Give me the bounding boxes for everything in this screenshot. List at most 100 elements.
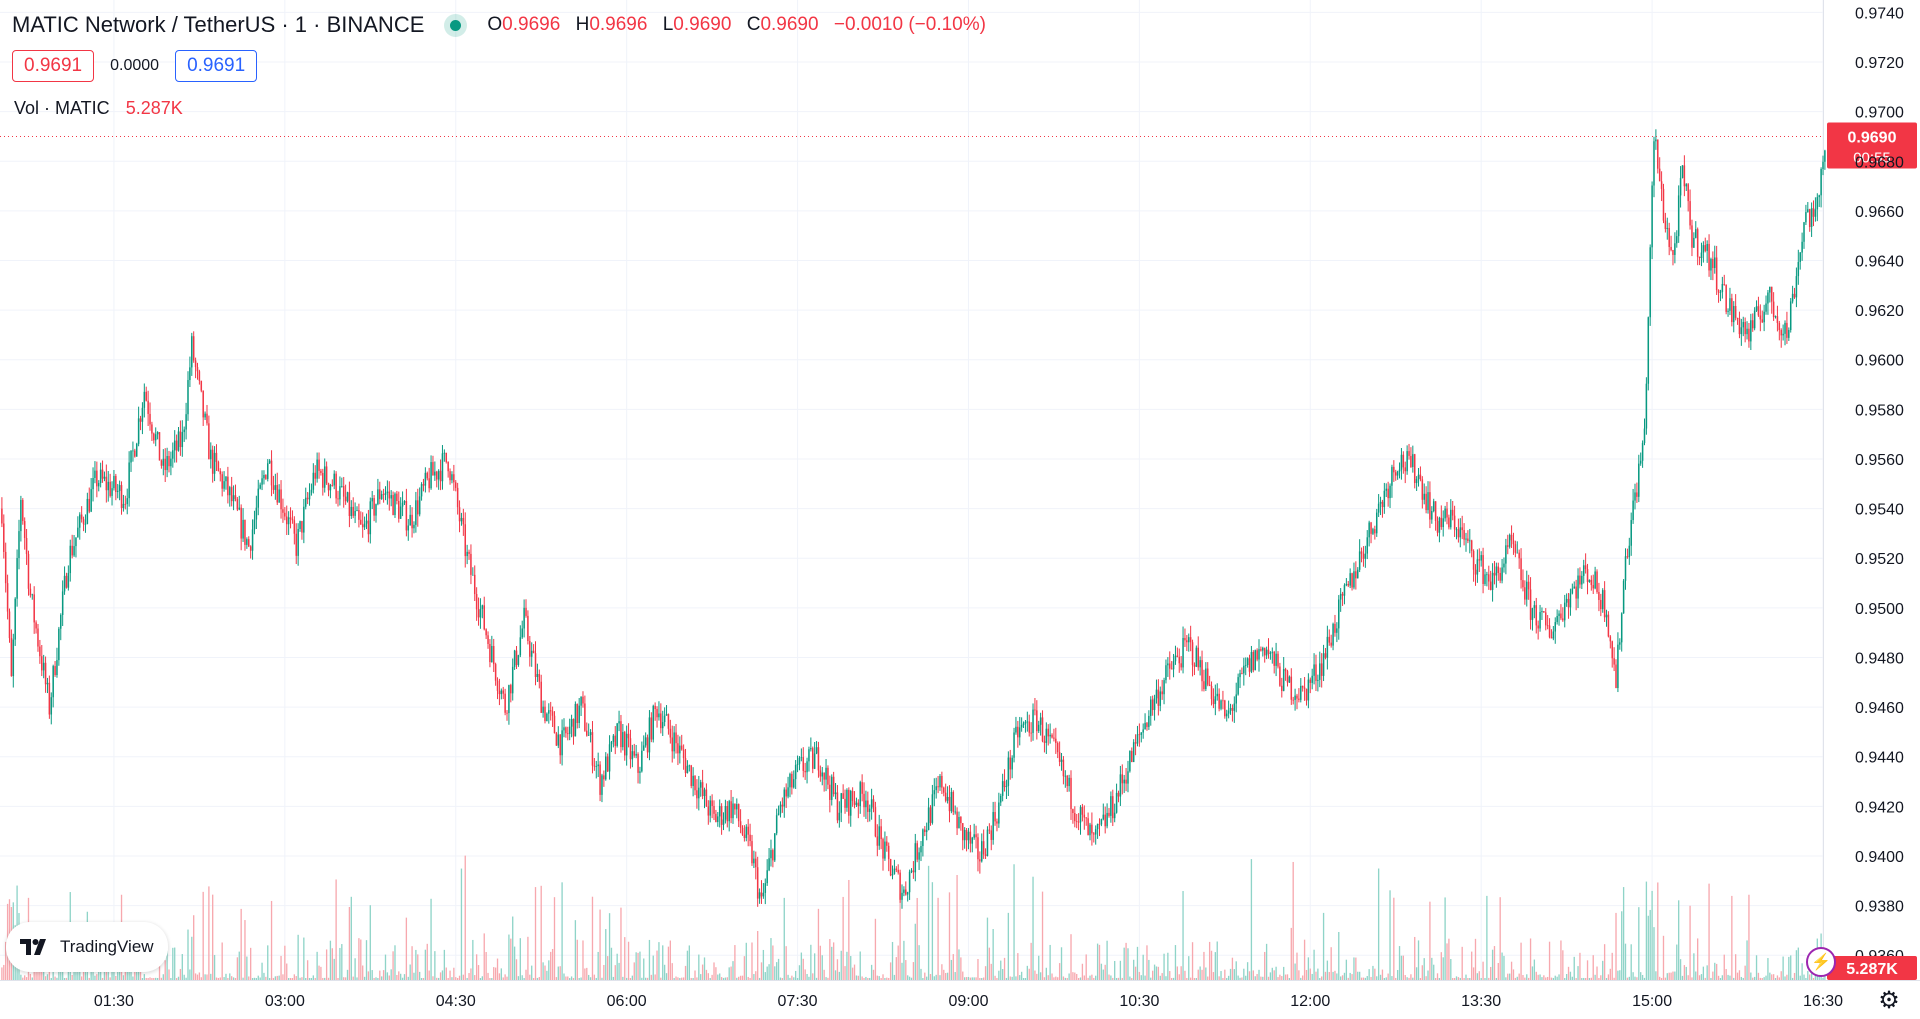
candle-body xyxy=(1702,245,1705,253)
gear-icon[interactable]: ⚙ xyxy=(1878,987,1900,1014)
volume-bar xyxy=(848,879,850,980)
candle-body xyxy=(950,791,953,812)
volume-bar xyxy=(1081,963,1084,980)
volume-bar xyxy=(451,977,453,980)
candle-body xyxy=(1639,460,1642,464)
candle-body xyxy=(251,529,254,551)
volume-bar xyxy=(172,947,174,980)
candle-body xyxy=(1338,599,1340,629)
candle-body xyxy=(679,745,681,754)
volume-bar xyxy=(1505,977,1507,980)
volume-bar xyxy=(20,974,22,980)
volume-bar xyxy=(926,976,928,980)
candle-body xyxy=(929,807,932,823)
candle-body xyxy=(134,450,136,457)
volume-bar xyxy=(815,977,818,980)
candle-body xyxy=(967,831,970,841)
volume-bar xyxy=(160,977,163,980)
volume-bar xyxy=(907,975,909,980)
volume-bar xyxy=(1429,901,1431,980)
volume-bar xyxy=(1659,976,1661,980)
volume-bar xyxy=(99,966,102,980)
candle-body xyxy=(1381,501,1384,508)
buy-button[interactable]: 0.9691 xyxy=(175,50,258,82)
candle-body xyxy=(1180,663,1182,668)
candle-body xyxy=(705,789,708,807)
volume-bar xyxy=(1514,977,1517,980)
volume-bar xyxy=(641,977,643,980)
volume-bar xyxy=(935,974,937,980)
volume-bar xyxy=(362,965,364,980)
volume-bar xyxy=(1552,977,1555,980)
candle-body xyxy=(1801,241,1803,253)
lightning-icon[interactable]: ⚡ xyxy=(1806,947,1836,977)
candle-body xyxy=(1051,734,1053,738)
volume-bar xyxy=(1474,938,1477,980)
volume-bar xyxy=(1011,976,1013,980)
candle-body xyxy=(1400,454,1403,470)
candle-body xyxy=(851,791,854,801)
candle-body xyxy=(1356,569,1359,579)
candle-body xyxy=(834,792,837,795)
volume-bar xyxy=(1757,972,1760,980)
volume-bar xyxy=(1527,977,1530,980)
volume-bar xyxy=(1170,977,1173,980)
candle-body xyxy=(1662,188,1665,221)
volume-bar xyxy=(1510,961,1513,980)
volume-bar xyxy=(665,973,668,980)
candle-body xyxy=(477,609,480,618)
volume-bar xyxy=(1478,971,1480,980)
tradingview-logo[interactable]: TradingView xyxy=(6,922,168,972)
candle-body xyxy=(1307,679,1310,701)
candle-body xyxy=(219,470,222,475)
candle-body xyxy=(1596,571,1598,592)
market-status-icon[interactable] xyxy=(450,19,462,31)
volume-bar xyxy=(215,977,218,980)
volume-bar xyxy=(1358,971,1361,980)
candle-body xyxy=(561,730,563,756)
volume-bar xyxy=(1355,957,1357,980)
candle-body xyxy=(445,452,448,462)
candle-body xyxy=(1770,286,1773,302)
candle-body xyxy=(358,510,360,520)
candle-body xyxy=(1765,303,1767,312)
candle-body xyxy=(139,418,142,422)
time-tick-label: 07:30 xyxy=(778,993,818,1010)
volume-bar xyxy=(43,965,45,980)
volume-bar xyxy=(162,974,164,980)
volume-bar xyxy=(965,977,968,980)
symbol-title[interactable]: MATIC Network / TetherUS · 1 · BINANCE xyxy=(12,12,425,37)
volume-bar xyxy=(305,977,307,980)
candle-body xyxy=(544,706,546,722)
volume-bar xyxy=(1567,966,1570,980)
price-tick-label: 0.9680 xyxy=(1855,154,1904,171)
candle-body xyxy=(451,474,453,481)
candle-body xyxy=(1552,631,1555,639)
volume-bar xyxy=(1480,977,1482,980)
volume-bar xyxy=(880,977,882,980)
volume-bar xyxy=(365,940,368,980)
volume-legend[interactable]: Vol · MATIC 5.287K xyxy=(14,98,183,119)
price-tick-label: 0.9620 xyxy=(1855,303,1904,320)
candle-body xyxy=(798,757,801,765)
candle-body xyxy=(156,432,159,435)
volume-bar xyxy=(1683,965,1686,980)
candle-body xyxy=(473,574,476,595)
volume-bar xyxy=(1786,974,1788,980)
volume-bar xyxy=(793,977,795,980)
sell-button[interactable]: 0.9691 xyxy=(12,50,95,82)
price-tick-label: 0.9520 xyxy=(1855,551,1904,568)
candle-body xyxy=(1666,227,1669,229)
candle-body xyxy=(996,821,998,824)
volume-bar xyxy=(1357,971,1359,980)
candle-body xyxy=(443,452,446,454)
volume-bar xyxy=(1096,943,1099,980)
candle-body xyxy=(1391,466,1393,486)
candle-body xyxy=(1244,664,1247,666)
candle-body xyxy=(557,734,560,746)
volume-bar xyxy=(1444,897,1446,980)
candle-body xyxy=(160,460,163,466)
candle-body xyxy=(686,765,689,774)
candle-body xyxy=(912,870,915,873)
